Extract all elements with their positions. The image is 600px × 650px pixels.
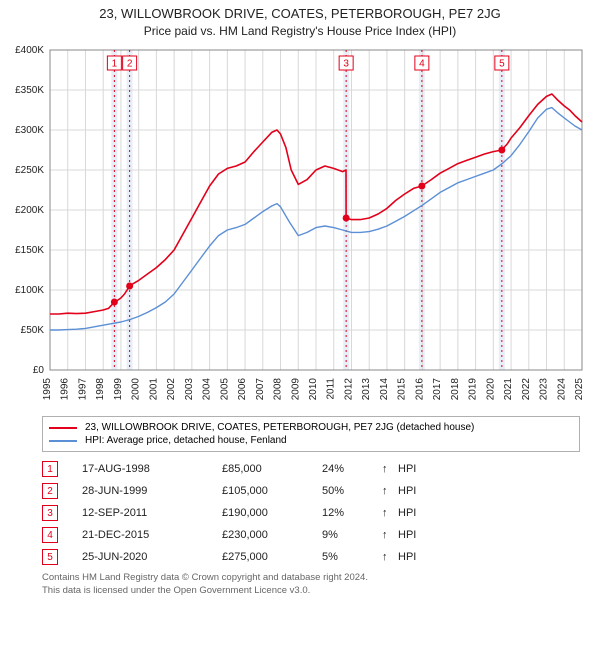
up-arrow-icon: ↑ — [382, 485, 398, 497]
svg-text:2014: 2014 — [379, 378, 390, 401]
legend-swatch — [49, 427, 77, 429]
svg-text:2025: 2025 — [574, 378, 585, 401]
sale-index-badge: 2 — [42, 483, 58, 499]
footer-line-1: Contains HM Land Registry data © Crown c… — [42, 572, 580, 585]
sale-note: HPI — [398, 529, 416, 541]
svg-text:2001: 2001 — [148, 378, 159, 401]
sales-row: 4 21-DEC-2015£230,0009%↑HPI — [42, 524, 580, 546]
up-arrow-icon: ↑ — [382, 507, 398, 519]
sales-row: 5 25-JUN-2020£275,0005%↑HPI — [42, 546, 580, 568]
svg-text:£200K: £200K — [15, 205, 44, 216]
svg-text:2015: 2015 — [397, 378, 408, 401]
svg-text:2008: 2008 — [273, 378, 284, 401]
svg-text:2023: 2023 — [539, 378, 550, 401]
chart-area: £0 £50K £100K £150K £200K £250K £300K £350K £400… — [0, 40, 600, 410]
sale-price: £230,000 — [222, 529, 322, 541]
svg-text:2019: 2019 — [468, 378, 479, 401]
sale-index-badge: 5 — [42, 549, 58, 565]
attribution-footer: Contains HM Land Registry data © Crown c… — [42, 572, 580, 598]
svg-text:3: 3 — [343, 59, 349, 70]
svg-text:2002: 2002 — [166, 378, 177, 401]
svg-text:2021: 2021 — [503, 378, 514, 401]
sale-pct: 24% — [322, 463, 382, 475]
sale-price: £190,000 — [222, 507, 322, 519]
svg-text:2004: 2004 — [202, 378, 213, 401]
svg-text:2: 2 — [127, 59, 133, 70]
svg-text:2012: 2012 — [343, 378, 354, 401]
svg-text:1998: 1998 — [95, 378, 106, 401]
svg-text:£250K: £250K — [15, 165, 44, 176]
svg-text:1996: 1996 — [60, 378, 71, 401]
sales-table: 117-AUG-1998£85,00024%↑HPI228-JUN-1999£1… — [42, 458, 580, 568]
svg-text:£100K: £100K — [15, 285, 44, 296]
sale-note: HPI — [398, 463, 416, 475]
chart-title-address: 23, WILLOWBROOK DRIVE, COATES, PETERBORO… — [10, 6, 590, 21]
svg-text:£400K: £400K — [15, 45, 44, 56]
svg-text:2024: 2024 — [556, 378, 567, 401]
svg-text:1: 1 — [112, 59, 118, 70]
svg-text:2007: 2007 — [255, 378, 266, 401]
sale-date: 17-AUG-1998 — [82, 463, 222, 475]
footer-line-2: This data is licensed under the Open Gov… — [42, 585, 580, 598]
legend-swatch — [49, 440, 77, 442]
line-chart: £0 £50K £100K £150K £200K £250K £300K £350K £400… — [0, 40, 600, 410]
svg-text:1995: 1995 — [42, 378, 53, 401]
svg-text:2009: 2009 — [290, 378, 301, 401]
svg-text:2022: 2022 — [521, 378, 532, 401]
sale-date: 12-SEP-2011 — [82, 507, 222, 519]
legend-row: 23, WILLOWBROOK DRIVE, COATES, PETERBORO… — [49, 421, 573, 434]
legend-row: HPI: Average price, detached house, Fenl… — [49, 434, 573, 447]
sale-pct: 12% — [322, 507, 382, 519]
sale-note: HPI — [398, 485, 416, 497]
legend-label: HPI: Average price, detached house, Fenl… — [85, 435, 287, 446]
up-arrow-icon: ↑ — [382, 529, 398, 541]
up-arrow-icon: ↑ — [382, 463, 398, 475]
sale-date: 25-JUN-2020 — [82, 551, 222, 563]
sale-price: £105,000 — [222, 485, 322, 497]
svg-text:2013: 2013 — [361, 378, 372, 401]
svg-text:£150K: £150K — [15, 245, 44, 256]
svg-text:4: 4 — [419, 59, 425, 70]
svg-text:1999: 1999 — [113, 378, 124, 401]
chart-subtitle: Price paid vs. HM Land Registry's House … — [10, 24, 590, 38]
sale-price: £275,000 — [222, 551, 322, 563]
up-arrow-icon: ↑ — [382, 551, 398, 563]
sale-date: 28-JUN-1999 — [82, 485, 222, 497]
sales-row: 1 17-AUG-1998£85,00024%↑HPI — [42, 458, 580, 480]
legend-label: 23, WILLOWBROOK DRIVE, COATES, PETERBORO… — [85, 422, 474, 433]
svg-text:2000: 2000 — [131, 378, 142, 401]
sale-price: £85,000 — [222, 463, 322, 475]
svg-text:2006: 2006 — [237, 378, 248, 401]
sale-index-badge: 3 — [42, 505, 58, 521]
sale-pct: 9% — [322, 529, 382, 541]
sale-date: 21-DEC-2015 — [82, 529, 222, 541]
svg-text:£0: £0 — [33, 365, 45, 376]
sale-pct: 5% — [322, 551, 382, 563]
legend: 23, WILLOWBROOK DRIVE, COATES, PETERBORO… — [42, 416, 580, 452]
svg-text:2011: 2011 — [326, 378, 337, 400]
sales-row: 3 12-SEP-2011£190,00012%↑HPI — [42, 502, 580, 524]
sale-index-badge: 1 — [42, 461, 58, 477]
sale-note: HPI — [398, 551, 416, 563]
sale-pct: 50% — [322, 485, 382, 497]
svg-text:2010: 2010 — [308, 378, 319, 401]
svg-text:£350K: £350K — [15, 85, 44, 96]
svg-text:2016: 2016 — [414, 378, 425, 401]
svg-text:2018: 2018 — [450, 378, 461, 401]
svg-text:2017: 2017 — [432, 378, 443, 401]
sale-index-badge: 4 — [42, 527, 58, 543]
svg-text:5: 5 — [499, 59, 505, 70]
sale-note: HPI — [398, 507, 416, 519]
svg-text:£300K: £300K — [15, 125, 44, 136]
svg-text:2020: 2020 — [485, 378, 496, 401]
title-block: 23, WILLOWBROOK DRIVE, COATES, PETERBORO… — [0, 0, 600, 40]
svg-text:2003: 2003 — [184, 378, 195, 401]
svg-text:1997: 1997 — [77, 378, 88, 401]
svg-text:£50K: £50K — [21, 325, 45, 336]
sales-row: 2 28-JUN-1999£105,00050%↑HPI — [42, 480, 580, 502]
svg-text:2005: 2005 — [219, 378, 230, 401]
